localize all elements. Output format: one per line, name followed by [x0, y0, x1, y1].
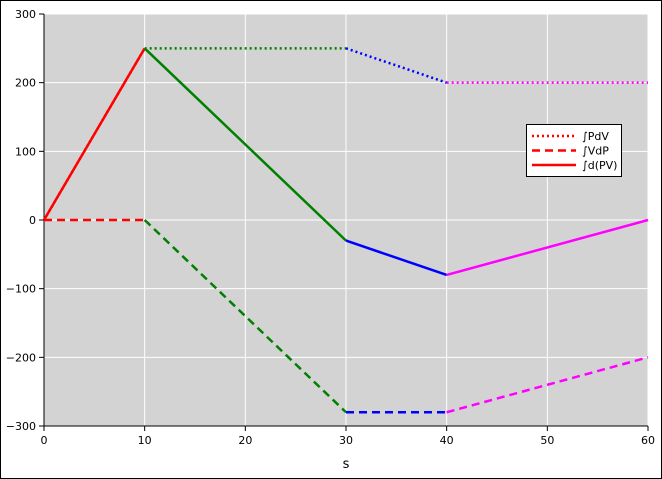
x-tick-label: 20: [238, 434, 252, 447]
y-tick-label: −300: [6, 420, 36, 433]
y-tick-label: 100: [15, 145, 36, 158]
legend-label: ∫PdV: [582, 130, 609, 143]
x-tick-label: 10: [138, 434, 152, 447]
x-tick-label: 60: [641, 434, 655, 447]
x-axis-label: s: [343, 457, 350, 472]
y-tick-label: −200: [6, 351, 36, 364]
x-tick-label: 50: [540, 434, 554, 447]
legend-label: ∫d(PV): [582, 159, 617, 172]
x-tick-label: 30: [339, 434, 353, 447]
y-tick-label: 0: [29, 214, 36, 227]
x-tick-label: 0: [41, 434, 48, 447]
y-tick-label: −100: [6, 283, 36, 296]
line-segment: [345, 239, 448, 277]
line-segment: [42, 47, 146, 221]
y-tick-label: 200: [15, 77, 36, 90]
line-segment: [446, 218, 649, 277]
line-segment: [446, 356, 649, 414]
line-segment: [143, 47, 347, 242]
x-tick-label: 40: [440, 434, 454, 447]
legend-label: ∫VdP: [582, 145, 609, 158]
line-segment: [143, 219, 347, 414]
y-tick-label: 300: [15, 8, 36, 21]
